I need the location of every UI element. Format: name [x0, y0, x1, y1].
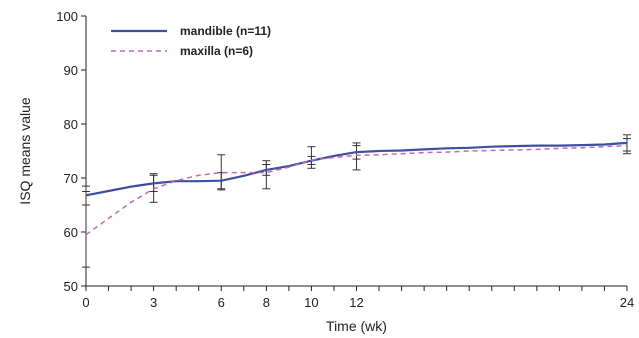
y-tick-label: 80 — [64, 117, 78, 132]
y-axis-ticks: 50 60 70 80 90 100 — [56, 9, 86, 294]
series-line-1 — [85, 144, 628, 236]
x-tick-label: 6 — [218, 295, 225, 310]
x-tick-label: 10 — [304, 295, 318, 310]
x-tick-label: 0 — [82, 295, 89, 310]
legend: mandible (n=11) maxilla (n=6) — [111, 24, 271, 58]
error-bars — [82, 134, 631, 268]
x-tick-label: 12 — [349, 295, 363, 310]
x-axis-ticks: 0 3 6 8 10 12 24 — [82, 286, 634, 310]
x-tick-label: 24 — [620, 295, 634, 310]
x-axis-title: Time (wk) — [326, 318, 387, 334]
x-tick-label: 8 — [263, 295, 270, 310]
series-lines — [85, 141, 628, 236]
y-tick-label: 50 — [64, 279, 78, 294]
y-axis-title: ISQ means value — [17, 97, 33, 205]
y-tick-label: 60 — [64, 225, 78, 240]
legend-label: mandible (n=11) — [180, 24, 271, 38]
series-line-0 — [85, 141, 628, 197]
x-tick-label: 3 — [150, 295, 157, 310]
legend-label: maxilla (n=6) — [180, 44, 253, 58]
y-tick-label: 100 — [56, 9, 78, 24]
y-tick-label: 70 — [64, 171, 78, 186]
y-tick-label: 90 — [64, 63, 78, 78]
